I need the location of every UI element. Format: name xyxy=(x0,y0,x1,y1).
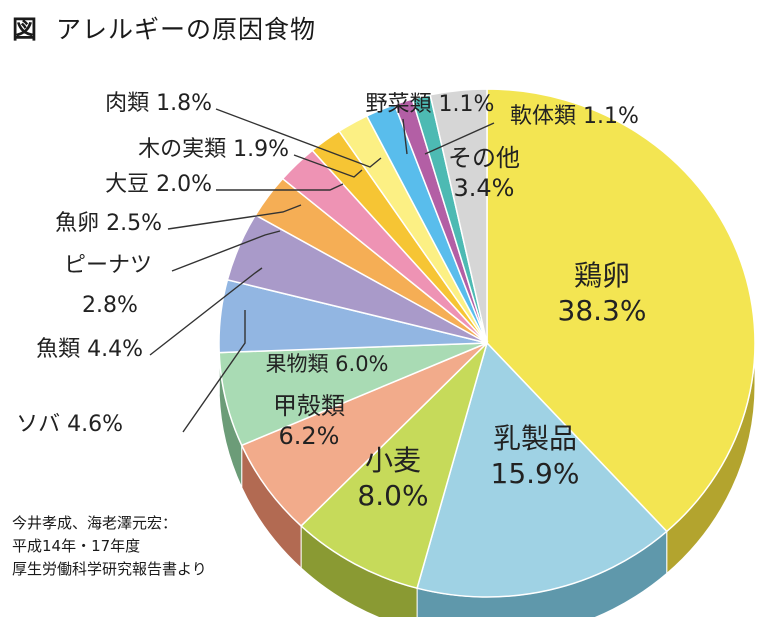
chart-title: 図アレルギーの原因食物 xyxy=(12,10,316,46)
leader-line-6 xyxy=(149,267,263,356)
source-line-2: 平成14年・17年度 xyxy=(12,537,141,555)
pie-wedges xyxy=(218,88,756,598)
wedge-slice-1 xyxy=(416,341,668,598)
slice-label-5: ソバ 4.6% xyxy=(16,412,123,437)
slice-label-6: 魚類 4.4% xyxy=(36,337,143,362)
slice-label-0: 鶏卵 xyxy=(574,259,630,292)
slice-label-12: 野菜類 1.1% xyxy=(366,92,495,117)
slice-value-2: 8.0% xyxy=(357,479,428,512)
slice-value-1: 15.9% xyxy=(491,457,580,490)
leader-line-13 xyxy=(424,122,495,155)
slice-label-14: その他 xyxy=(448,144,520,172)
slice-label-1: 乳製品 xyxy=(493,422,577,455)
leader-line-5 xyxy=(182,310,246,433)
leader-line-10 xyxy=(293,154,363,178)
wedge-slice-2 xyxy=(300,340,489,590)
slice-value-7: 2.8% xyxy=(82,293,138,318)
leader-line-7 xyxy=(171,230,281,272)
source-line-3: 厚生労働科学研究報告書より xyxy=(12,560,207,578)
slice-value-14: 3.4% xyxy=(454,174,515,202)
leader-line-8 xyxy=(167,204,302,230)
slice-label-4: 果物類 6.0% xyxy=(265,352,388,376)
slice-label-3: 甲殻類 xyxy=(273,392,345,420)
wedge-slice-14 xyxy=(429,88,488,344)
slice-label-7: ピーナツ xyxy=(64,253,152,278)
slice-value-0: 38.3% xyxy=(558,294,647,327)
slice-label-2: 小麦 xyxy=(365,444,421,477)
source-line-1: 今井孝成、海老澤元宏： xyxy=(12,514,178,532)
leader-line-12 xyxy=(402,118,408,155)
slice-label-10: 木の実類 1.9% xyxy=(138,137,289,162)
title-text: アレルギーの原因食物 xyxy=(56,15,317,44)
slice-label-11: 肉類 1.8% xyxy=(105,91,212,116)
slice-label-8: 魚卵 2.5% xyxy=(55,211,162,236)
leader-line-9 xyxy=(216,183,344,191)
source-note: 今井孝成、海老澤元宏： 平成14年・17年度 厚生労働科学研究報告書より xyxy=(12,512,207,581)
wedge-slice-0 xyxy=(486,88,756,533)
slice-value-3: 6.2% xyxy=(279,422,340,450)
slice-label-9: 大豆 2.0% xyxy=(105,172,212,197)
leader-line-11 xyxy=(215,108,382,168)
slice-label-13: 軟体類 1.1% xyxy=(510,104,639,129)
figure-mark: 図 xyxy=(12,15,39,44)
